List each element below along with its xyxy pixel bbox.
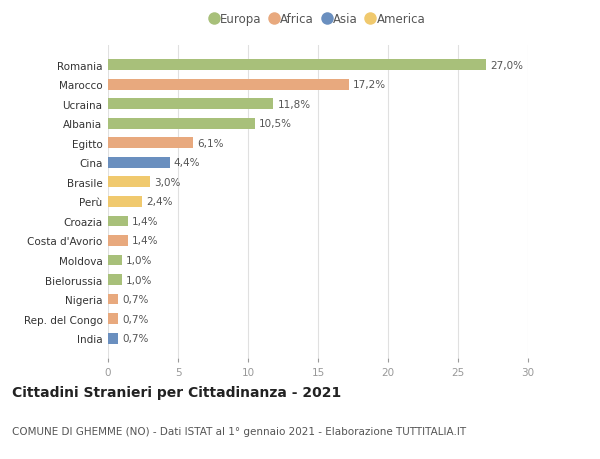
Bar (108, 99, 273, 110)
Bar (108, 177, 150, 188)
Bar (108, 60, 486, 71)
Bar (108, 79, 349, 90)
Bar (108, 157, 170, 168)
Text: 1,4%: 1,4% (132, 217, 158, 226)
Bar (108, 333, 118, 344)
Text: 1,4%: 1,4% (132, 236, 158, 246)
Bar (108, 216, 128, 227)
Bar (108, 255, 122, 266)
Text: 1,0%: 1,0% (126, 275, 152, 285)
Text: 0,7%: 0,7% (122, 314, 148, 324)
Bar (108, 196, 142, 207)
Text: 0,7%: 0,7% (122, 334, 148, 343)
Text: 2,4%: 2,4% (146, 197, 172, 207)
Bar (108, 235, 128, 246)
Text: 27,0%: 27,0% (490, 61, 523, 70)
Bar (108, 138, 193, 149)
Legend: Europa, Africa, Asia, America: Europa, Africa, Asia, America (206, 8, 430, 30)
Bar (108, 274, 122, 285)
Text: COMUNE DI GHEMME (NO) - Dati ISTAT al 1° gennaio 2021 - Elaborazione TUTTITALIA.: COMUNE DI GHEMME (NO) - Dati ISTAT al 1°… (12, 426, 466, 436)
Text: 4,4%: 4,4% (174, 158, 200, 168)
Bar (108, 313, 118, 325)
Text: Cittadini Stranieri per Cittadinanza - 2021: Cittadini Stranieri per Cittadinanza - 2… (12, 386, 341, 399)
Text: 17,2%: 17,2% (353, 80, 386, 90)
Text: 6,1%: 6,1% (197, 139, 224, 148)
Text: 1,0%: 1,0% (126, 256, 152, 265)
Bar (108, 118, 255, 129)
Text: 11,8%: 11,8% (277, 100, 311, 109)
Text: 10,5%: 10,5% (259, 119, 292, 129)
Text: 3,0%: 3,0% (154, 178, 181, 187)
Bar (108, 294, 118, 305)
Text: 0,7%: 0,7% (122, 295, 148, 304)
